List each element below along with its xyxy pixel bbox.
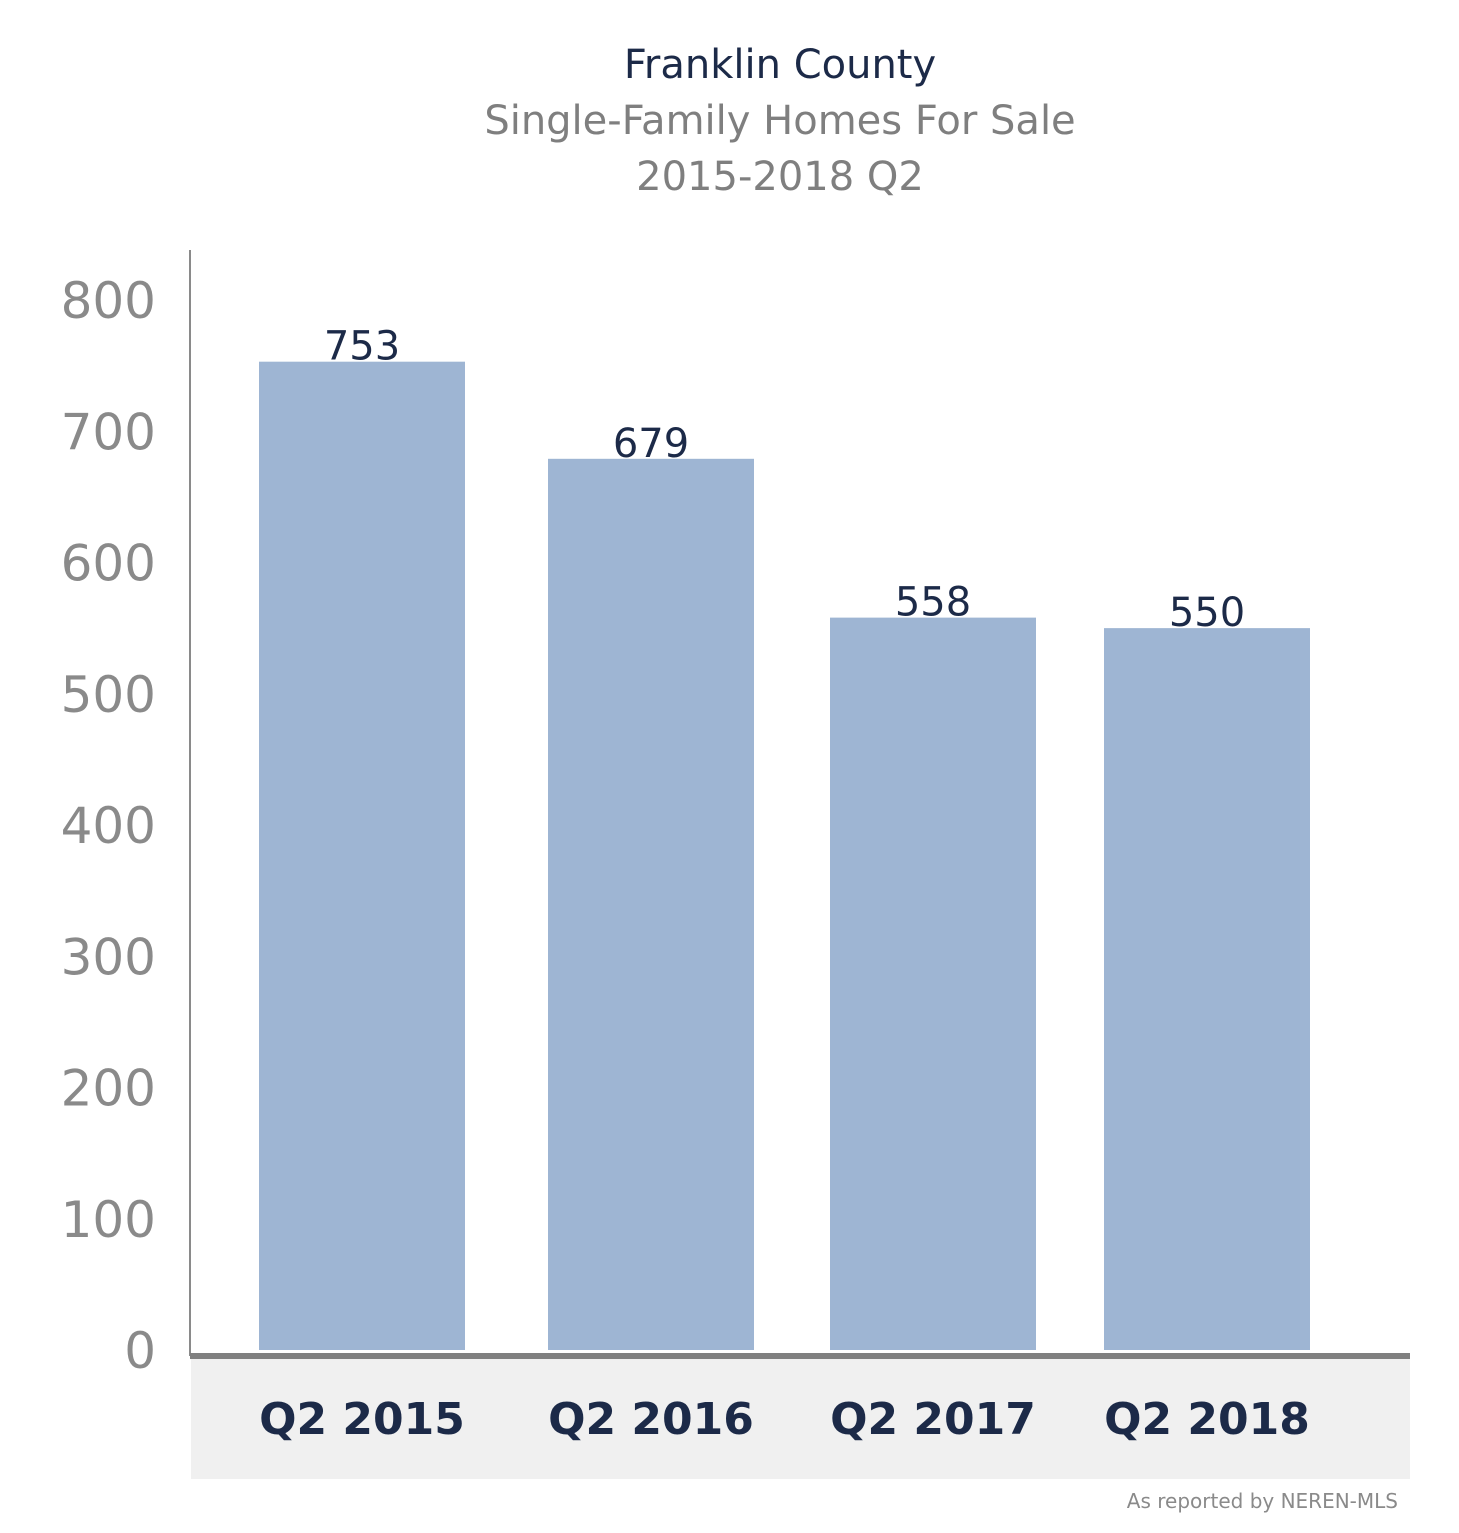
data-label: 753	[324, 324, 400, 370]
y-tick-label: 800	[61, 272, 156, 330]
chart-subtitle-line-1: Single-Family Homes For Sale	[484, 98, 1075, 144]
x-tick-label: Q2 2015	[259, 1394, 465, 1445]
y-tick-label: 700	[61, 403, 156, 461]
bar	[259, 361, 465, 1350]
data-label: 558	[895, 580, 971, 626]
y-tick-label: 0	[124, 1322, 156, 1380]
x-tick-label: Q2 2018	[1104, 1394, 1310, 1445]
bars-group	[259, 361, 1310, 1350]
y-tick-label: 200	[61, 1060, 156, 1118]
data-labels-group: 753 679 558 550	[324, 324, 1245, 636]
x-tick-label: Q2 2017	[830, 1394, 1036, 1445]
x-tick-label: Q2 2016	[548, 1394, 754, 1445]
bar	[548, 458, 754, 1350]
y-tick-label: 400	[61, 797, 156, 855]
y-tick-label: 500	[61, 666, 156, 724]
bar	[1104, 628, 1310, 1350]
data-label: 679	[613, 421, 689, 467]
chart-subtitle-line-2: 2015-2018 Q2	[636, 154, 924, 200]
y-tick-label: 100	[61, 1191, 156, 1249]
category-band	[191, 1358, 1410, 1479]
y-tick-label: 300	[61, 928, 156, 986]
data-label: 550	[1169, 590, 1245, 636]
bar	[830, 617, 1036, 1350]
y-axis-ticks: 0 100 200 300 400 500 600 700 800	[61, 272, 156, 1380]
y-tick-label: 600	[61, 535, 156, 593]
x-axis-ticks: Q2 2015 Q2 2016 Q2 2017 Q2 2018	[259, 1394, 1310, 1445]
chart-title: Franklin County	[624, 42, 936, 88]
source-note: As reported by NEREN-MLS	[1127, 1489, 1398, 1513]
